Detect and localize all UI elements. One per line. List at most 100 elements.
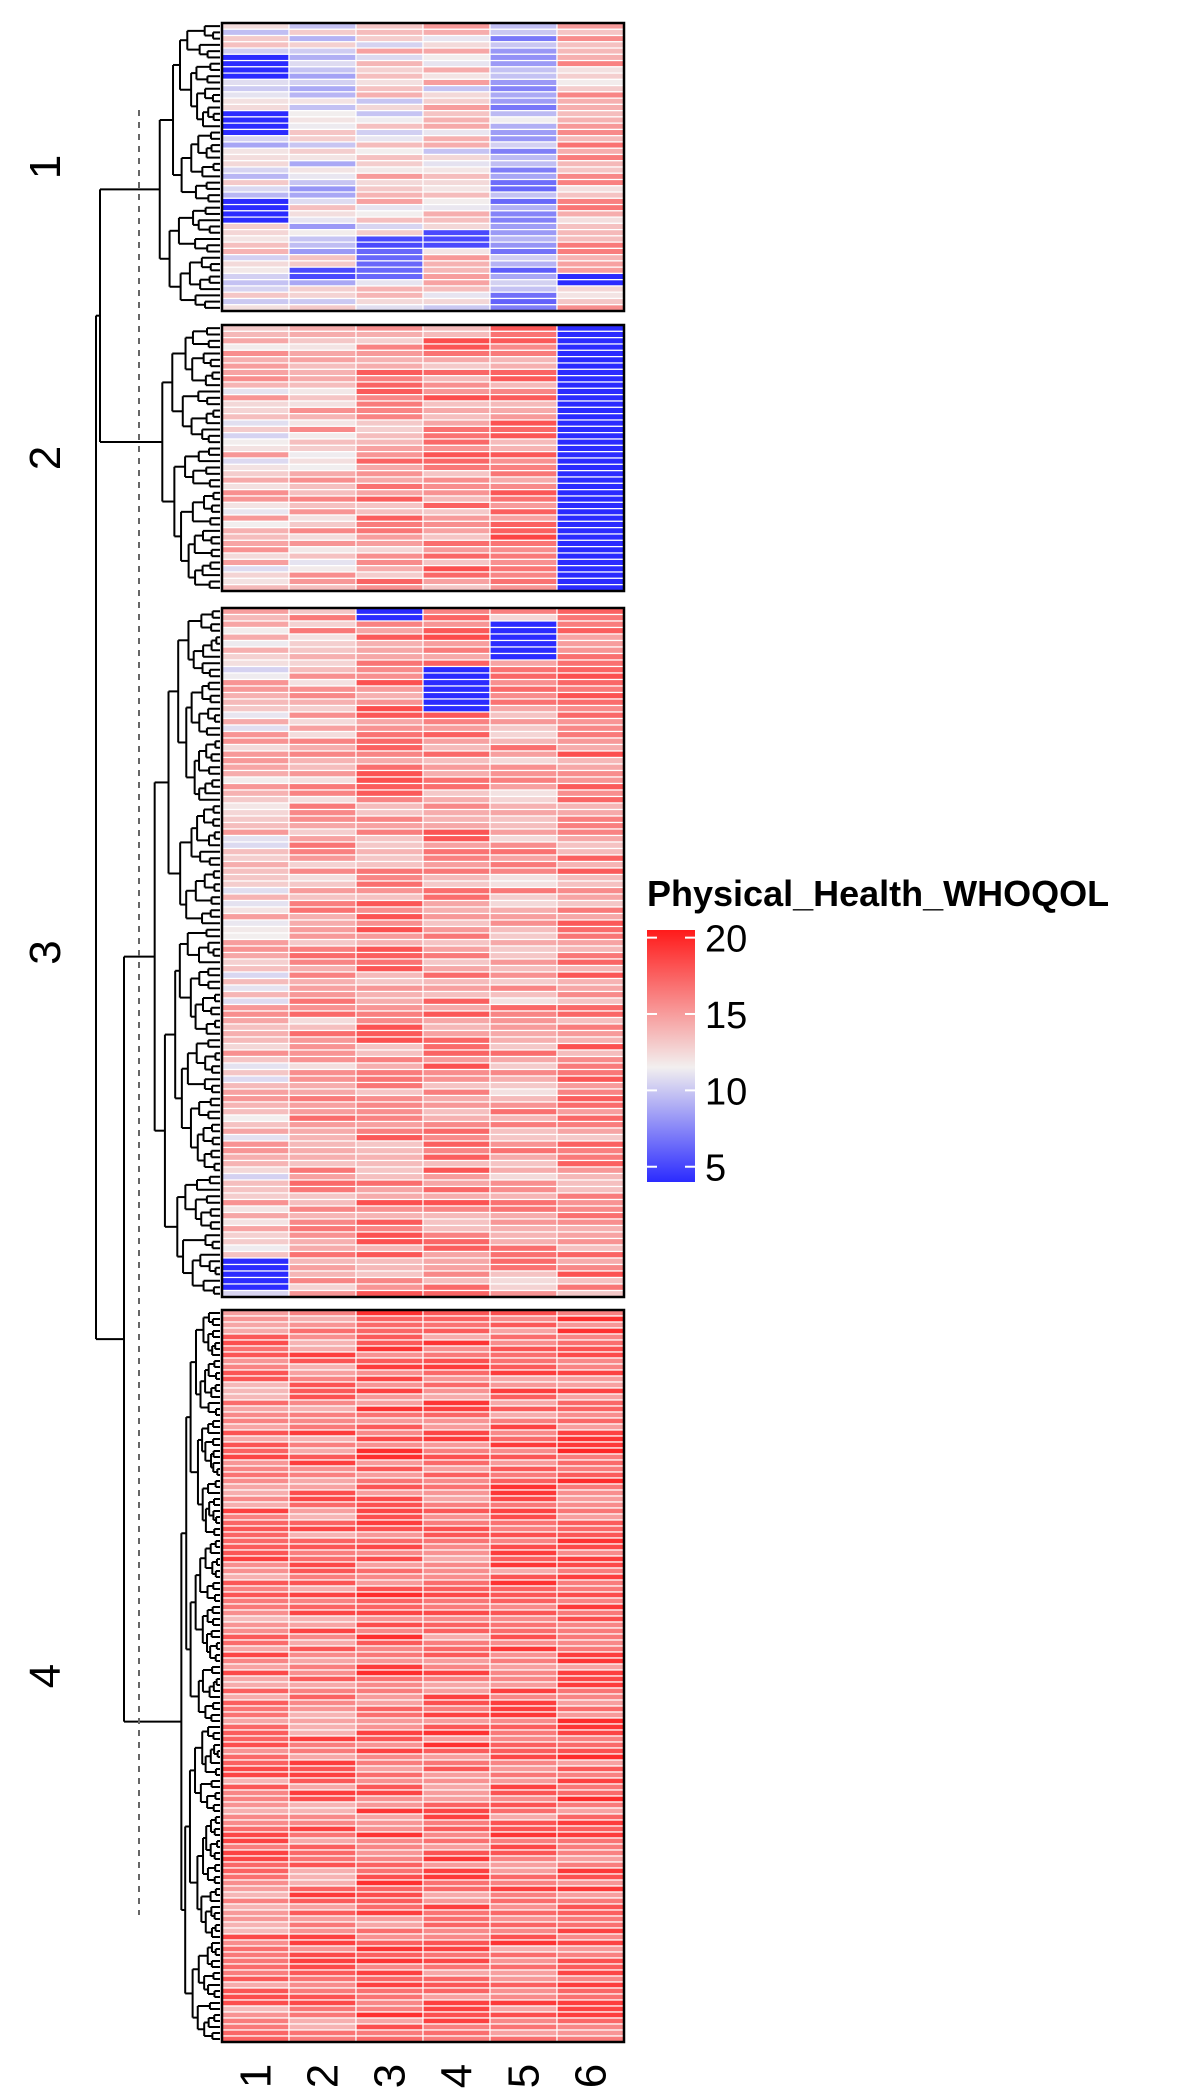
heatmap-cell (489, 1825, 558, 1833)
heatmap-cell (489, 1717, 558, 1725)
heatmap-cell (288, 91, 357, 99)
heatmap-cell (355, 72, 424, 80)
heatmap-cell (288, 141, 357, 149)
heatmap-cell (489, 971, 558, 980)
heatmap-cell (288, 1633, 357, 1641)
heatmap-cell (556, 362, 625, 370)
heatmap-cell (556, 1483, 625, 1491)
heatmap-cell (489, 1603, 558, 1611)
heatmap-cell (221, 828, 290, 837)
heatmap-cell (489, 1639, 558, 1647)
heatmap-cell (422, 1981, 491, 1989)
heatmap-cell (556, 425, 625, 434)
heatmap-cell (355, 539, 424, 548)
heatmap-cell (489, 828, 558, 837)
heatmap-cell (221, 1140, 290, 1149)
heatmap-cell (422, 633, 491, 642)
heatmap-cell (489, 958, 558, 967)
heatmap-cell (556, 1423, 625, 1431)
heatmap-cell (556, 1795, 625, 1803)
heatmap-cell (288, 854, 357, 863)
heatmap-cell (489, 750, 558, 759)
heatmap-cell (422, 514, 491, 522)
heatmap-cell (221, 711, 290, 720)
heatmap-cell (556, 203, 625, 212)
heatmap-cell (221, 1042, 290, 1051)
heatmap-cell (288, 1101, 357, 1110)
heatmap-cell (489, 1783, 558, 1791)
heatmap-cell (288, 899, 357, 908)
heatmap-cell (288, 1205, 357, 1214)
heatmap-cell (355, 34, 424, 43)
heatmap-cell (355, 639, 424, 648)
heatmap-cell (556, 501, 625, 510)
heatmap-cell (355, 1753, 424, 1761)
heatmap-cell (422, 229, 491, 237)
heatmap-cell (422, 53, 491, 62)
heatmap-cell (422, 1849, 491, 1857)
heatmap-cell (355, 860, 424, 869)
heatmap-cell (288, 1276, 357, 1285)
heatmap-cell (422, 1003, 491, 1012)
heatmap-cell (355, 2029, 424, 2037)
heatmap-cell (355, 97, 424, 105)
heatmap-cell (556, 828, 625, 837)
heatmap-cell (422, 203, 491, 212)
heatmap-cell (489, 266, 558, 275)
heatmap-cell (556, 546, 625, 554)
heatmap-cell (422, 1159, 491, 1168)
heatmap-cell (221, 266, 290, 275)
heatmap-cell (489, 1405, 558, 1413)
heatmap-cell (288, 763, 357, 772)
heatmap-cell (422, 571, 491, 579)
heatmap-cell (288, 387, 357, 396)
heatmap-cell (489, 1101, 558, 1110)
heatmap-cell (422, 337, 491, 345)
heatmap-cell (556, 860, 625, 869)
heatmap-cell (221, 330, 290, 339)
heatmap-cell (288, 737, 357, 746)
heatmap-cell (288, 1969, 357, 1977)
heatmap-cell (489, 368, 558, 377)
heatmap-cell (221, 1519, 290, 1527)
heatmap-cell (422, 1873, 491, 1881)
heatmap-cell (556, 178, 625, 187)
heatmap-cell (422, 1270, 491, 1279)
heatmap-cell (221, 552, 290, 560)
heatmap-cell (221, 1257, 290, 1266)
heatmap-cell (422, 724, 491, 733)
heatmap-cell (355, 558, 424, 567)
heatmap-cell (556, 1801, 625, 1809)
heatmap-cell (288, 1387, 357, 1395)
heatmap-cell (221, 1172, 290, 1181)
heatmap-cell (422, 847, 491, 856)
heatmap-cell (355, 1585, 424, 1593)
heatmap-cell (355, 1531, 424, 1539)
heatmap-cell (288, 1867, 357, 1875)
heatmap-cell (221, 1339, 290, 1347)
heatmap-cell (422, 28, 491, 37)
heatmap-cell (489, 406, 558, 415)
heatmap-cell (221, 1969, 290, 1977)
heatmap-cell (556, 122, 625, 131)
heatmap-cell (221, 1036, 290, 1045)
heatmap-cell (221, 964, 290, 973)
heatmap-cell (489, 1218, 558, 1227)
heatmap-cell (489, 508, 558, 516)
heatmap-cell (422, 1885, 491, 1893)
heatmap-cell (556, 997, 625, 1006)
heatmap-cell (489, 1133, 558, 1142)
heatmap-cell (422, 78, 491, 87)
heatmap-cell (221, 756, 290, 765)
heatmap-cell (355, 1975, 424, 1983)
heatmap-cell (556, 254, 625, 262)
heatmap-cell (422, 285, 491, 293)
heatmap-cell (556, 1405, 625, 1413)
heatmap-cell (556, 990, 625, 999)
heatmap-cell (422, 1969, 491, 1977)
heatmap-cell (489, 2017, 558, 2025)
heatmap-cell (422, 1837, 491, 1845)
heatmap-cell (422, 153, 491, 162)
heatmap-cell (288, 1687, 357, 1695)
heatmap-cell (221, 613, 290, 622)
